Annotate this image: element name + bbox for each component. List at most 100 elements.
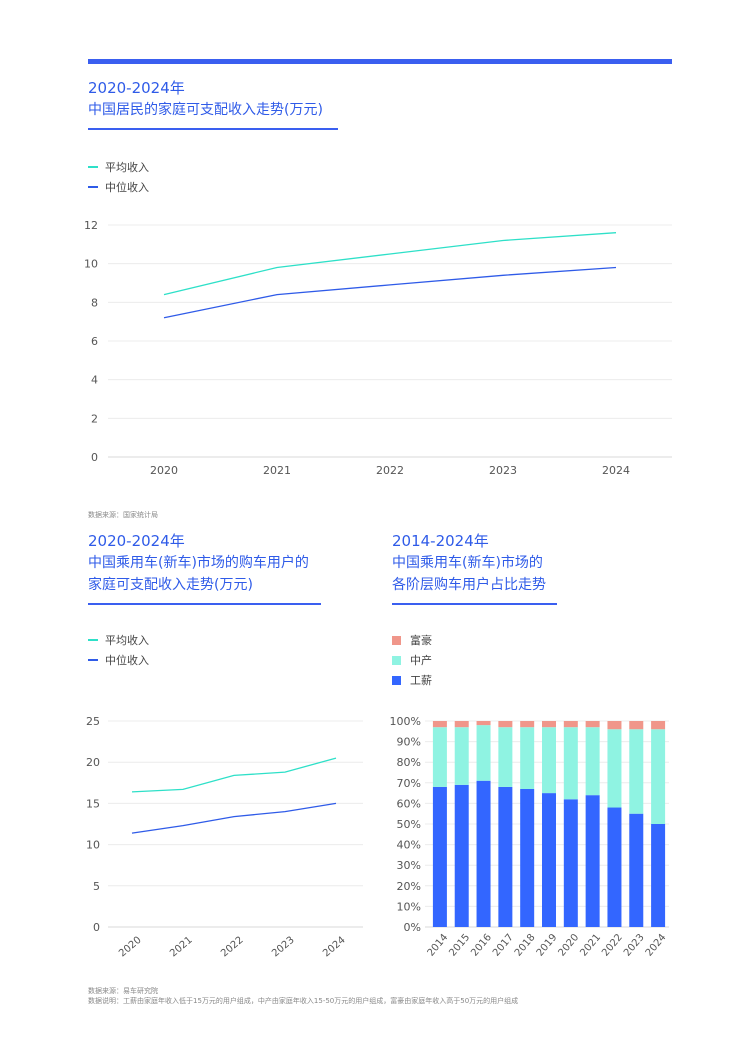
y-tick-label: 4 xyxy=(91,374,98,387)
bar-segment-rich xyxy=(432,721,447,728)
series-line-median xyxy=(163,266,617,319)
chart3-title-line2: 中国乘用车(新车)市场的 xyxy=(392,555,543,571)
chart3-buyer-segment-stacked-bar-chart: 0%10%20%30%40%50%60%70%80%90%100%2014201… xyxy=(390,715,669,959)
chart2-title-underline xyxy=(88,603,321,605)
chart3-title-line3: 各阶层购车用户占比走势 xyxy=(392,577,546,593)
bar-segment-salaried xyxy=(454,784,469,927)
bar-segment-middle xyxy=(432,727,447,787)
bar-segment-middle xyxy=(629,729,644,814)
legend-label-median: 中位收入 xyxy=(105,654,149,667)
bar-segment-rich xyxy=(498,721,513,728)
y-tick-label: 5 xyxy=(93,880,100,893)
y-tick-label: 10% xyxy=(397,900,421,913)
legend-swatch-middle xyxy=(392,655,401,665)
legend-item-average: 平均收入 xyxy=(88,157,149,177)
bar-segment-salaried xyxy=(476,780,491,927)
series-line-median xyxy=(131,802,337,834)
x-tick-label: 2015 xyxy=(447,932,472,959)
bar-segment-salaried xyxy=(520,788,535,927)
legend-label-average: 平均收入 xyxy=(105,161,149,174)
legend-swatch-median xyxy=(88,186,98,188)
x-tick-label: 2022 xyxy=(219,935,246,960)
bar-segment-rich xyxy=(454,721,469,728)
y-tick-label: 25 xyxy=(86,715,100,728)
y-tick-label: 10 xyxy=(84,258,98,271)
x-tick-label: 2022 xyxy=(376,464,404,477)
x-tick-label: 2024 xyxy=(602,464,630,477)
chart2-title-line1: 2020-2024年 xyxy=(88,532,185,550)
x-tick-label: 2020 xyxy=(557,932,582,959)
y-tick-label: 0 xyxy=(91,451,98,464)
y-tick-label: 90% xyxy=(397,736,421,749)
y-tick-label: 20 xyxy=(86,756,100,769)
y-tick-label: 2 xyxy=(91,412,98,425)
bar-segment-middle xyxy=(454,727,469,785)
bar-segment-salaried xyxy=(651,824,666,927)
x-tick-label: 2021 xyxy=(263,464,291,477)
x-tick-label: 2017 xyxy=(491,932,516,959)
y-tick-label: 70% xyxy=(397,777,421,790)
y-tick-label: 100% xyxy=(390,715,421,728)
y-tick-label: 50% xyxy=(397,818,421,831)
legend-swatch-rich xyxy=(392,635,401,645)
chart3-title-line1: 2014-2024年 xyxy=(392,532,489,550)
chart1-legend: 平均收入 中位收入 xyxy=(88,157,149,197)
legend-label-salaried: 工薪 xyxy=(410,674,432,687)
series-line-average xyxy=(163,232,617,296)
y-tick-label: 60% xyxy=(397,797,421,810)
x-tick-label: 2024 xyxy=(644,932,669,959)
legend-swatch-salaried xyxy=(392,675,401,685)
y-tick-label: 10 xyxy=(86,839,100,852)
bar-segment-middle xyxy=(563,727,578,800)
x-tick-label: 2021 xyxy=(168,935,195,960)
chart2-title-line3: 家庭可支配收入走势(万元) xyxy=(88,577,253,593)
x-tick-label: 2023 xyxy=(489,464,517,477)
bar-segment-middle xyxy=(651,729,666,824)
chart1-title-underline xyxy=(88,128,338,130)
x-tick-label: 2023 xyxy=(622,932,647,959)
x-tick-label: 2016 xyxy=(469,932,494,959)
chart1-title-line1: 2020-2024年 xyxy=(88,79,185,97)
bar-segment-salaried xyxy=(629,813,644,927)
y-tick-label: 0 xyxy=(93,921,100,934)
chart3-title: 2014-2024年 中国乘用车(新车)市场的 各阶层购车用户占比走势 xyxy=(392,530,546,596)
legend-item-median: 中位收入 xyxy=(88,650,149,670)
y-tick-label: 6 xyxy=(91,335,98,348)
chart2-title-line2: 中国乘用车(新车)市场的购车用户的 xyxy=(88,555,309,571)
legend-swatch-median xyxy=(88,659,98,661)
x-tick-label: 2014 xyxy=(426,932,451,959)
y-tick-label: 0% xyxy=(404,921,421,934)
x-tick-label: 2018 xyxy=(513,932,538,959)
bar-segment-rich xyxy=(563,721,578,728)
chart3-title-underline xyxy=(392,603,557,605)
y-tick-label: 8 xyxy=(91,296,98,309)
bar-segment-salaried xyxy=(563,799,578,927)
bar-segment-rich xyxy=(629,721,644,730)
legend-label-median: 中位收入 xyxy=(105,181,149,194)
bar-segment-salaried xyxy=(607,807,622,927)
series-line-average xyxy=(131,757,337,793)
x-tick-label: 2023 xyxy=(270,935,297,960)
chart1-title: 2020-2024年 中国居民的家庭可支配收入走势(万元) xyxy=(88,77,323,121)
x-tick-label: 2020 xyxy=(150,464,178,477)
bar-segment-rich xyxy=(607,721,622,730)
legend-swatch-average xyxy=(88,166,98,168)
bar-segment-salaried xyxy=(432,786,447,927)
legend-item-average: 平均收入 xyxy=(88,630,149,650)
chart3-legend: 富豪 中产 工薪 xyxy=(392,630,432,690)
x-tick-label: 2024 xyxy=(321,935,348,960)
bar-segment-salaried xyxy=(542,793,556,927)
legend-label-rich: 富豪 xyxy=(410,634,432,647)
y-tick-label: 30% xyxy=(397,859,421,872)
bar-segment-salaried xyxy=(498,786,513,927)
bar-segment-rich xyxy=(520,721,535,728)
y-tick-label: 80% xyxy=(397,756,421,769)
footer-note: 数据说明：工薪由家庭年收入低于15万元的用户组成，中产由家庭年收入15-50万元… xyxy=(88,997,519,1005)
chart2-buyer-income-line-chart: 0 5 10 15 20 25 2020 2021 2022 2023 2024 xyxy=(86,715,363,960)
footer-notes: 数据来源：易车研究院 数据说明：工薪由家庭年收入低于15万元的用户组成，中产由家… xyxy=(88,986,518,1006)
chart2-legend: 平均收入 中位收入 xyxy=(88,630,149,670)
footer-source: 数据来源：易车研究院 xyxy=(88,987,158,995)
chart2-title: 2020-2024年 中国乘用车(新车)市场的购车用户的 家庭可支配收入走势(万… xyxy=(88,530,309,596)
y-tick-label: 15 xyxy=(86,797,100,810)
x-tick-label: 2021 xyxy=(578,932,603,959)
